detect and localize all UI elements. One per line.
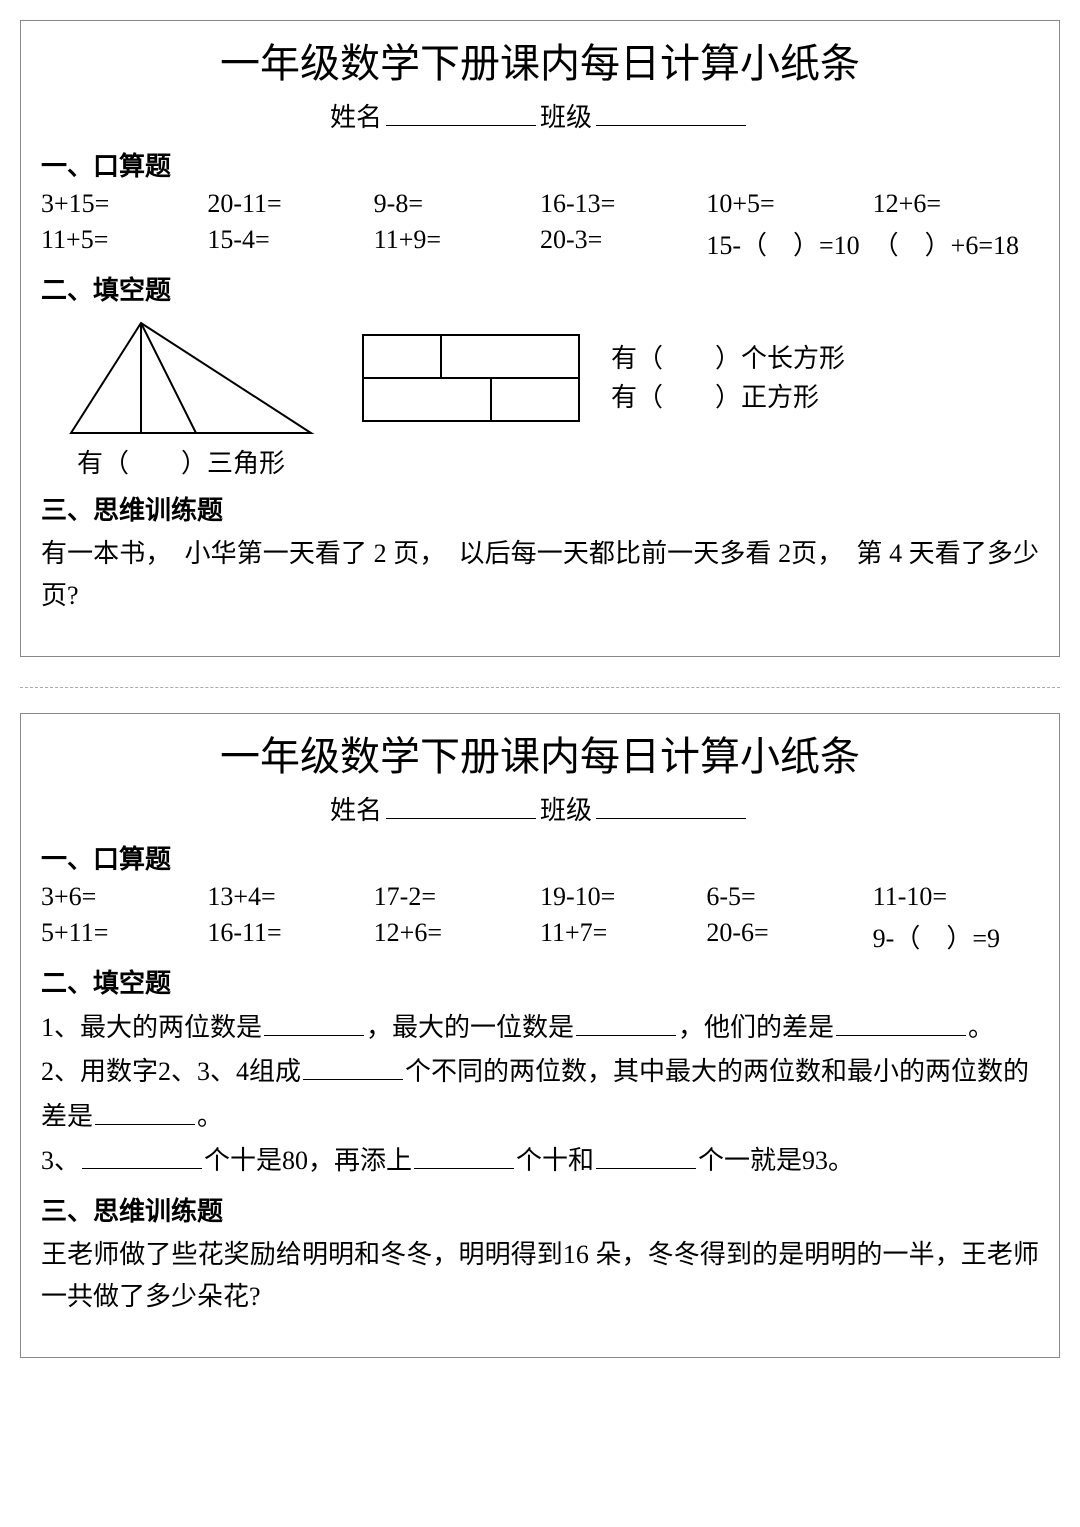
triangle-block: 有（ ）三角形 [41,313,321,480]
rect-line-1: 有（ ）个长方形 [611,339,845,378]
fill-line-3: 3、 个十是80，再添上 个十和 个一就是93。 [41,1139,1039,1183]
rect-block: 有（ ）个长方形 有（ ）正方形 [361,333,845,423]
fill-line-2: 2、用数字2、3、4组成个不同的两位数，其中最大的两位数和最小的两位数的差是。 [41,1050,1039,1138]
fill-blank[interactable] [95,1099,195,1125]
calc-item: 5+11= [41,918,207,955]
class-blank[interactable] [596,100,746,126]
calc-item: 3+6= [41,882,207,912]
calc-item: 12+6= [374,918,540,955]
fill-text: 1、最大的两位数是 [41,1013,262,1042]
calc-item: 3+15= [41,189,207,219]
calc-item: 17-2= [374,882,540,912]
calc-item: 11+7= [540,918,706,955]
calc-item: 11+5= [41,225,207,262]
fill-text: 个一就是93。 [698,1146,854,1175]
calc-item: 16-13= [540,189,706,219]
triangle-diagram [41,313,321,443]
name-blank[interactable] [386,100,536,126]
calc-item: 11+9= [374,225,540,262]
calc-item: 19-10= [540,882,706,912]
class-label: 班级 [540,796,592,825]
fill-blank[interactable] [576,1010,676,1036]
calc-grid-1: 3+15= 20-11= 9-8= 16-13= 10+5= 12+6= 11+… [41,189,1039,262]
class-label: 班级 [540,103,592,132]
fill-blank[interactable] [414,1143,514,1169]
calc-item: 20-6= [706,918,872,955]
fill-text: 。 [197,1102,223,1131]
rectangle-diagram [361,333,581,423]
triangle-caption: 有（ ）三角形 [77,443,285,480]
fill-text: ，最大的一位数是 [366,1013,574,1042]
calc-item: 12+6= [873,189,1039,219]
section-3-title: 三、思维训练题 [41,490,1039,527]
worksheet-2: 一年级数学下册课内每日计算小纸条 姓名 班级 一、口算题 3+6= 13+4= 1… [20,713,1060,1358]
name-class-line: 姓名 班级 [41,790,1039,827]
fill-blank[interactable] [303,1054,403,1080]
calc-item: 13+4= [207,882,373,912]
calc-item: 15-（ ）=10 [706,225,872,262]
problem-text-1: 有一本书， 小华第一天看了 2 页， 以后每一天都比前一天多看 2页， 第 4 … [41,533,1039,616]
fill-blank[interactable] [836,1010,966,1036]
calc-item: 16-11= [207,918,373,955]
fill-blank[interactable] [596,1143,696,1169]
calc-item: 9-8= [374,189,540,219]
name-class-line: 姓名 班级 [41,97,1039,134]
fill-line-1: 1、最大的两位数是 ，最大的一位数是 ，他们的差是 。 [41,1006,1039,1050]
calc-item: 11-10= [873,882,1039,912]
fill-text: 3、 [41,1146,80,1175]
fill-text: 个十是80，再添上 [204,1146,412,1175]
fill-blank[interactable] [82,1143,202,1169]
calc-item: 20-3= [540,225,706,262]
rect-line-2: 有（ ）正方形 [611,378,845,417]
fill-text: 2、用数字2、3、4组成 [41,1057,301,1086]
fill-text: 个十和 [516,1146,594,1175]
calc-grid-2: 3+6= 13+4= 17-2= 19-10= 6-5= 11-10= 5+11… [41,882,1039,955]
class-blank[interactable] [596,793,746,819]
section-2-title: 二、填空题 [41,270,1039,307]
fill-text: ，他们的差是 [678,1013,834,1042]
worksheet-title: 一年级数学下册课内每日计算小纸条 [41,724,1039,782]
name-label: 姓名 [330,796,382,825]
rect-text: 有（ ）个长方形 有（ ）正方形 [611,339,845,417]
name-blank[interactable] [386,793,536,819]
calc-item: 6-5= [706,882,872,912]
section-3-title: 三、思维训练题 [41,1191,1039,1228]
name-label: 姓名 [330,103,382,132]
fill-section-1: 有（ ）三角形 有（ ）个长方形 有（ ）正方形 [41,313,1039,480]
calc-item: 15-4= [207,225,373,262]
separator [20,687,1060,688]
fill-text: 。 [968,1013,994,1042]
section-1-title: 一、口算题 [41,839,1039,876]
fill-lines: 1、最大的两位数是，最大的一位数是，他们的差是。 2、用数字2、3、4组成个不同… [41,1006,1039,1183]
calc-item: 10+5= [706,189,872,219]
worksheet-title: 一年级数学下册课内每日计算小纸条 [41,31,1039,89]
section-2-title: 二、填空题 [41,963,1039,1000]
calc-item: （ ）+6=18 [873,225,1039,262]
calc-item: 20-11= [207,189,373,219]
worksheet-1: 一年级数学下册课内每日计算小纸条 姓名 班级 一、口算题 3+15= 20-11=… [20,20,1060,657]
fill-blank[interactable] [264,1010,364,1036]
calc-item: 9-（ ）=9 [873,918,1039,955]
section-1-title: 一、口算题 [41,146,1039,183]
problem-text-2: 王老师做了些花奖励给明明和冬冬，明明得到16 朵，冬冬得到的是明明的一半，王老师… [41,1234,1039,1317]
